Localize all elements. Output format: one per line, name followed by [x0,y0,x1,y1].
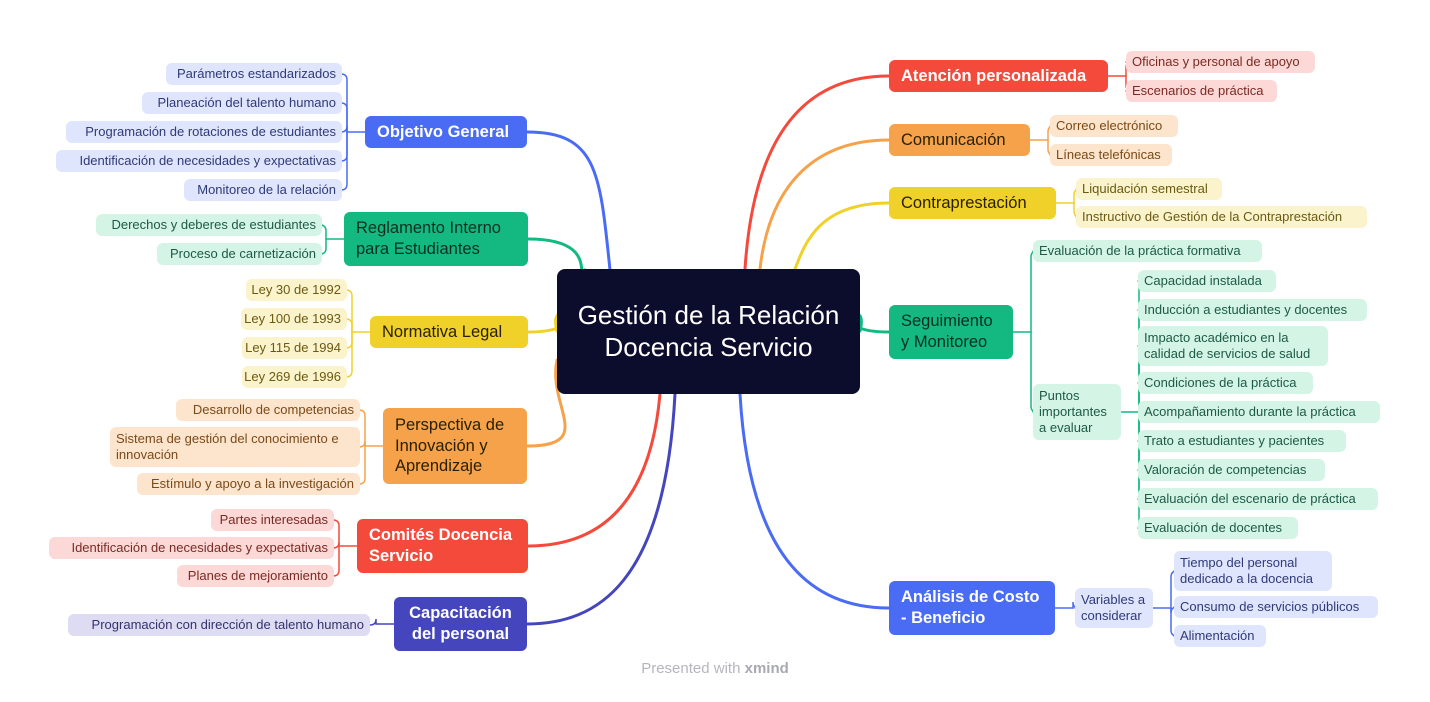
connector-center-left-1 [526,237,587,273]
branch-analisis-costo-beneficio[interactable]: Análisis de Costo - Beneficio [889,581,1055,635]
subtopic-puntos-importantes[interactable]: Puntos importantes a evaluar [1033,384,1121,440]
leaf-programacion-talento[interactable]: Programación con dirección de talento hu… [68,614,370,636]
bracket-r3c0 [1030,250,1038,333]
leaf-trato-estudiantes[interactable]: Trato a estudiantes y pacientes [1138,430,1346,452]
leaf-consumo-servicios[interactable]: Consumo de servicios públicos [1174,596,1378,618]
footer-prefix: Presented with [641,660,741,677]
leaf-alimentacion[interactable]: Alimentación [1174,625,1266,647]
leaf-oficinas-personal[interactable]: Oficinas y personal de apoyo [1126,51,1315,73]
leaf-condiciones-practica[interactable]: Condiciones de la práctica [1138,372,1313,394]
leaf-ley-100[interactable]: Ley 100 de 1993 [241,308,347,330]
leaf-identificacion-necesidades-2[interactable]: Identificación de necesidades y expectat… [49,537,334,559]
branch-seguimiento-monitoreo[interactable]: Seguimiento y Monitoreo [889,305,1013,359]
branch-atencion-personalizada[interactable]: Atención personalizada [889,60,1108,92]
leaf-escenarios-practica[interactable]: Escenarios de práctica [1126,80,1277,102]
bracket-l5c0 [369,618,377,626]
connector-center-left-5 [525,392,677,626]
branch-capacitacion[interactable]: Capacitación del personal [394,597,527,651]
connector-center-left-0 [525,130,612,272]
connector-center-right-0 [743,74,891,271]
leaf-tiempo-personal[interactable]: Tiempo del personal dedicado a la docenc… [1174,551,1332,591]
leaf-instructivo[interactable]: Instructivo de Gestión de la Contraprest… [1076,206,1367,228]
leaf-valoracion-competencias[interactable]: Valoración de competencias [1138,459,1325,481]
leaf-acompanamiento[interactable]: Acompañamiento durante la práctica [1138,401,1380,423]
leaf-derechos-deberes[interactable]: Derechos y deberes de estudiantes [96,214,322,236]
leaf-evaluacion-practica-formativa[interactable]: Evaluación de la práctica formativa [1033,240,1262,262]
branch-normativa-legal[interactable]: Normativa Legal [370,316,528,348]
leaf-impacto-academico[interactable]: Impacto académico en la calidad de servi… [1138,326,1328,366]
branch-perspectiva-innovacion[interactable]: Perspectiva de Innovación y Aprendizaje [383,408,527,484]
leaf-ley-269[interactable]: Ley 269 de 1996 [242,366,347,388]
leaf-programacion-rotaciones[interactable]: Programación de rotaciones de estudiante… [66,121,342,143]
leaf-ley-115[interactable]: Ley 115 de 1994 [242,337,347,359]
leaf-planes-mejoramiento[interactable]: Planes de mejoramiento [177,565,334,587]
leaf-induccion[interactable]: Inducción a estudiantes y docentes [1138,299,1367,321]
branch-comites[interactable]: Comités Docencia Servicio [357,519,528,573]
branch-contraprestacion[interactable]: Contraprestación [889,187,1056,219]
leaf-capacidad-instalada[interactable]: Capacidad instalada [1138,270,1276,292]
leaf-correo[interactable]: Correo electrónico [1050,115,1178,137]
footer-credit: Presented with xmind [0,660,1430,677]
leaf-ley-30[interactable]: Ley 30 de 1992 [246,279,347,301]
branch-objetivo-general[interactable]: Objetivo General [365,116,527,148]
leaf-carnetizacion[interactable]: Proceso de carnetización [157,243,322,265]
subtopic-variables[interactable]: Variables a considerar [1075,588,1153,628]
central-topic[interactable]: Gestión de la Relación Docencia Servicio [557,269,860,394]
leaf-liquidacion[interactable]: Liquidación semestral [1076,178,1222,200]
connector-center-right-1 [758,138,891,271]
leaf-monitoreo[interactable]: Monitoreo de la relación [184,179,342,201]
leaf-parametros[interactable]: Parámetros estandarizados [166,63,342,85]
leaf-desarrollo-competencias[interactable]: Desarrollo de competencias [176,399,360,421]
leaf-sistema-gestion[interactable]: Sistema de gestión del conocimiento e in… [110,427,360,467]
footer-brand: xmind [744,660,789,677]
leaf-lineas-telefonicas[interactable]: Líneas telefónicas [1050,144,1172,166]
bracket-l2c0 [345,289,353,333]
leaf-identificacion-necesidades[interactable]: Identificación de necesidades y expectat… [56,150,342,172]
connector-center-right-2 [793,201,891,271]
leaf-estimulo-investigacion[interactable]: Estímulo y apoyo a la investigación [137,473,360,495]
leaf-evaluacion-escenario[interactable]: Evaluación del escenario de práctica [1138,488,1378,510]
branch-comunicacion[interactable]: Comunicación [889,124,1030,156]
connector-center-left-3 [525,358,567,448]
connector-center-left-4 [526,392,662,548]
connector-center-right-4 [738,392,891,610]
leaf-evaluacion-docentes[interactable]: Evaluación de docentes [1138,517,1298,539]
branch-reglamento-interno[interactable]: Reglamento Interno para Estudiantes [344,212,528,266]
leaf-partes-interesadas[interactable]: Partes interesadas [211,509,334,531]
leaf-planeacion[interactable]: Planeación del talento humano [142,92,342,114]
